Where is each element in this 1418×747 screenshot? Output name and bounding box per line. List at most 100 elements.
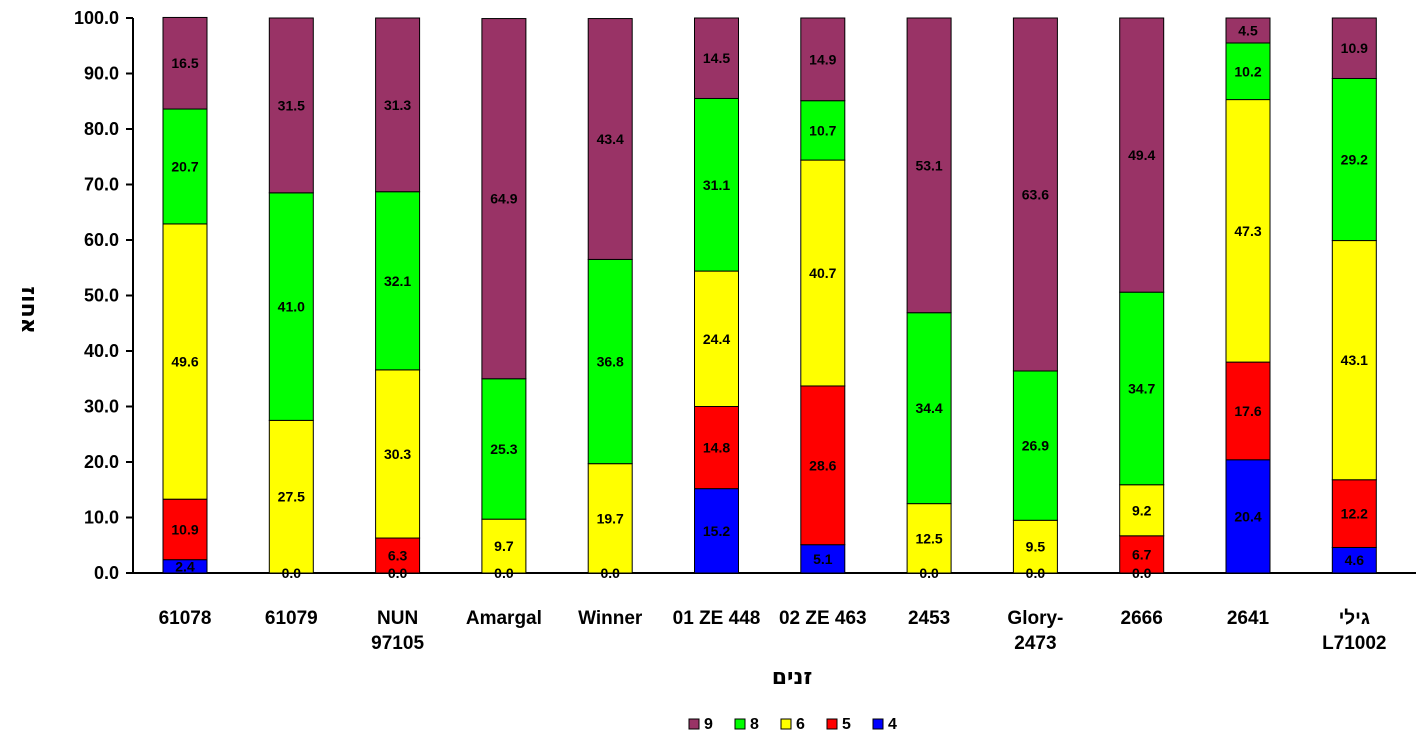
bar-segment-8 — [268, 192, 314, 421]
data-label-6: 40.7 — [809, 265, 836, 281]
data-label-4: 15.2 — [703, 523, 730, 539]
y-tick-label: 50.0 — [84, 286, 119, 306]
data-label-4: 0.0 — [600, 565, 620, 581]
bar-segment-6 — [1331, 240, 1377, 481]
x-category-label: 2453 — [908, 608, 950, 629]
data-label-6: 49.6 — [171, 354, 198, 370]
bar-segment-4 — [800, 544, 846, 574]
bar-segment-8 — [1119, 291, 1165, 486]
bar-segment-9 — [1012, 17, 1058, 372]
y-tick-label: 20.0 — [84, 452, 119, 472]
data-label-4: 0.0 — [494, 565, 514, 581]
legend-label: 9 — [704, 716, 713, 733]
x-category-label: L71002 — [1322, 633, 1386, 654]
legend-swatch — [780, 718, 792, 730]
bar-segment-9 — [1225, 17, 1271, 44]
x-category-label: גילי — [1339, 608, 1370, 629]
bar-segment-8 — [906, 312, 952, 505]
data-label-5: 14.8 — [703, 440, 730, 456]
bar-segment-5 — [162, 498, 208, 561]
data-label-9: 4.5 — [1238, 22, 1258, 38]
legend-label: 5 — [842, 716, 851, 733]
bar-segment-5 — [1225, 361, 1271, 461]
bar-segment-8 — [694, 97, 739, 272]
bar-segment-6 — [162, 223, 208, 500]
data-label-9: 53.1 — [915, 157, 942, 173]
data-labels-layer: 2.410.949.620.716.50.027.541.031.50.06.3… — [171, 22, 1368, 581]
bar-segment-9 — [587, 18, 633, 260]
data-label-5: 6.3 — [388, 548, 408, 564]
bar-segment-9 — [268, 17, 314, 194]
bar-segment-6 — [1119, 484, 1165, 537]
bar-segment-8 — [587, 258, 633, 465]
bar-segment-4 — [1331, 546, 1377, 574]
data-label-6: 27.5 — [278, 489, 305, 505]
data-label-9: 14.9 — [809, 51, 836, 67]
legend-item-8: 8 — [734, 716, 759, 733]
bar-segment-8 — [162, 108, 208, 225]
x-category-label: 01 ZE 448 — [673, 608, 761, 629]
data-label-4: 0.0 — [388, 565, 408, 581]
y-tick-label: 70.0 — [84, 175, 119, 195]
bar-segment-6 — [1012, 519, 1058, 574]
data-label-9: 16.5 — [171, 55, 198, 71]
y-tick-label: 0.0 — [94, 563, 119, 583]
x-category-label: Winner — [578, 608, 643, 629]
data-label-9: 31.3 — [384, 97, 411, 113]
data-label-5: 28.6 — [809, 457, 836, 473]
bar-segment-5 — [1331, 479, 1377, 548]
bar-segment-6 — [375, 369, 421, 539]
data-label-6: 12.5 — [915, 530, 942, 546]
x-category-label: 61078 — [159, 608, 212, 629]
bar-segment-9 — [375, 17, 421, 193]
bar-segment-6 — [906, 503, 952, 574]
y-tick-label: 80.0 — [84, 119, 119, 139]
data-label-8: 34.4 — [915, 400, 942, 416]
data-label-5: 12.2 — [1341, 506, 1368, 522]
data-label-8: 32.1 — [384, 273, 411, 289]
data-label-4: 0.0 — [1026, 565, 1046, 581]
bar-segment-6 — [481, 518, 527, 574]
data-label-9: 49.4 — [1128, 147, 1155, 163]
y-tick-label: 60.0 — [84, 230, 119, 250]
data-label-5: 6.7 — [1132, 546, 1152, 562]
x-category-label: NUN — [377, 608, 418, 629]
bar-segment-5 — [1119, 535, 1165, 574]
data-label-4: 0.0 — [919, 565, 939, 581]
data-label-4: 4.6 — [1345, 552, 1365, 568]
y-tick-label: 10.0 — [84, 508, 119, 528]
x-category-label: 02 ZE 463 — [779, 608, 867, 629]
data-label-5: 17.6 — [1234, 403, 1261, 419]
data-label-8: 34.7 — [1128, 380, 1155, 396]
data-label-6: 9.7 — [494, 538, 514, 554]
bar-segment-5 — [375, 537, 421, 574]
bar-segment-9 — [481, 18, 527, 380]
bar-segment-9 — [906, 17, 952, 314]
data-label-8: 26.9 — [1022, 438, 1049, 454]
legend-item-6: 6 — [780, 716, 805, 733]
bar-segment-8 — [1012, 370, 1058, 521]
bar-segment-6 — [268, 419, 314, 574]
data-label-9: 14.5 — [703, 50, 730, 66]
data-label-4: 0.0 — [1132, 565, 1152, 581]
bar-segment-8 — [481, 378, 527, 520]
bar-segment-6 — [694, 270, 739, 407]
data-label-8: 29.2 — [1341, 152, 1368, 168]
data-label-8: 36.8 — [597, 354, 624, 370]
data-label-9: 63.6 — [1022, 186, 1049, 202]
bar-segment-9 — [162, 16, 208, 110]
data-label-5: 10.9 — [171, 521, 198, 537]
y-axis-title: אחוז — [16, 286, 41, 334]
data-label-4: 2.4 — [175, 558, 195, 574]
legend-label: 6 — [796, 716, 805, 733]
data-label-9: 43.4 — [597, 131, 624, 147]
legend-swatch — [826, 718, 838, 730]
x-axis: 61078 61079 NUN 97105 Amargal Winner 01 ZE 448… — [133, 572, 1416, 654]
x-category-label: Amargal — [466, 608, 542, 629]
data-label-8: 10.2 — [1234, 63, 1261, 79]
data-label-6: 24.4 — [703, 331, 730, 347]
legend-swatch — [688, 718, 700, 730]
data-label-9: 64.9 — [490, 191, 517, 207]
data-label-9: 10.9 — [1341, 40, 1368, 56]
